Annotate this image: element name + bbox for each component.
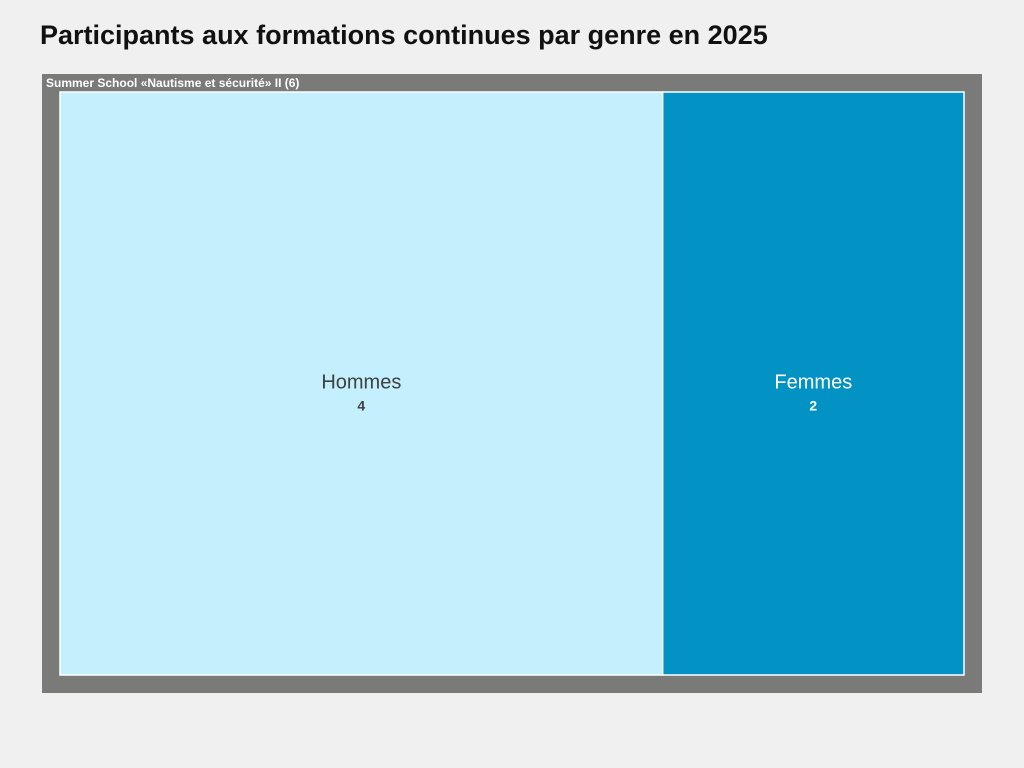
treemap-cell-label-hommes: Hommes [321, 372, 401, 394]
treemap-cell-femmes[interactable] [661, 91, 965, 676]
treemap-cell-label-femmes: Femmes [774, 372, 852, 394]
treemap-cell-value-femmes: 2 [809, 398, 817, 414]
treemap-cell-value-hommes: 4 [357, 398, 365, 414]
chart-title: Participants aux formations continues pa… [40, 20, 768, 50]
treemap-group-label: Summer School «Nautisme et sécurité» II … [46, 76, 299, 90]
treemap-cell-hommes[interactable] [59, 91, 664, 676]
treemap-chart: Summer School «Nautisme et sécurité» II … [42, 74, 982, 693]
treemap-cells: Hommes 4 Femmes 2 [59, 91, 965, 676]
